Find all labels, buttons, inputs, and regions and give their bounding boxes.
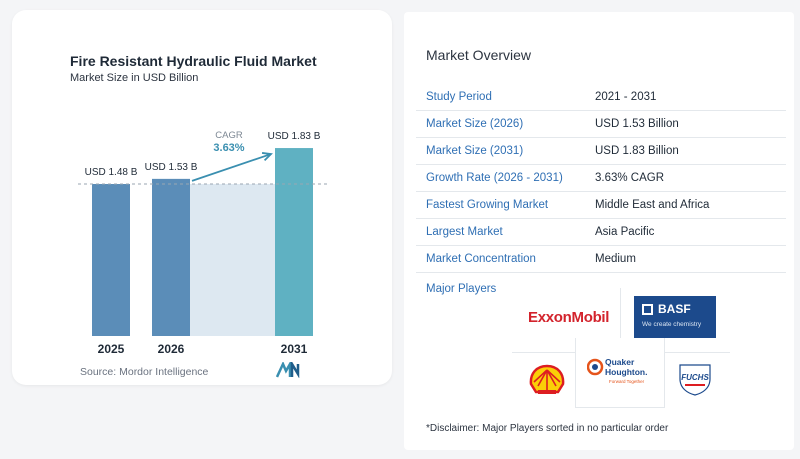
overview-row-growth-rate: Growth Rate (2026 - 2031) 3.63% CAGR: [416, 165, 786, 192]
chart-subtitle: Market Size in USD Billion: [70, 72, 199, 84]
overview-title: Market Overview: [426, 47, 532, 63]
quaker-line1: Quaker: [605, 357, 635, 367]
overview-value: USD 1.83 Billion: [595, 145, 679, 157]
overview-value: Asia Pacific: [595, 226, 655, 238]
basf-logo-tagline: We create chemistry: [642, 321, 702, 328]
x-tick-2025: 2025: [98, 342, 125, 356]
quaker-tagline: Forward Together: [609, 379, 645, 384]
fuchs-shield-icon: [679, 364, 711, 396]
overview-label: Market Size (2031): [426, 145, 524, 157]
overview-value: 2021 - 2031: [595, 91, 657, 103]
exxonmobil-logo: ExxonMobil: [528, 309, 610, 326]
basf-logo: BASF We create chemistry: [634, 296, 716, 338]
overview-value: 3.63% CAGR: [595, 172, 665, 184]
overview-row-fastest-growing: Fastest Growing Market Middle East and A…: [416, 192, 786, 219]
growth-band: [190, 184, 275, 336]
mordor-logo-icon: [276, 362, 300, 378]
basf-square-icon: [642, 304, 653, 315]
overview-row-size-2026: Market Size (2026) USD 1.53 Billion: [416, 111, 786, 138]
overview-row-study-period: Study Period 2021 - 2031: [416, 84, 786, 111]
bar-2031: [275, 148, 313, 336]
overview-row-largest-market: Largest Market Asia Pacific: [416, 219, 786, 246]
fuchs-logo-text: FUCHS: [681, 373, 709, 382]
cagr-arrow-line: [191, 153, 272, 182]
overview-value: USD 1.53 Billion: [595, 118, 679, 130]
cagr-arrow-head-icon: [261, 152, 273, 162]
quaker-dot-icon: [592, 364, 598, 370]
major-players-title: Major Players: [426, 283, 497, 295]
cagr-label: CAGR: [215, 130, 243, 141]
x-tick-2031: 2031: [281, 342, 308, 356]
quaker-line2: Houghton.: [605, 367, 647, 377]
bar-2026: [152, 178, 190, 336]
overview-label: Largest Market: [426, 226, 503, 238]
data-label-2025: USD 1.48 B: [85, 167, 138, 178]
players-divider: [620, 288, 621, 338]
overview-row-size-2031: Market Size (2031) USD 1.83 Billion: [416, 138, 786, 165]
overview-label: Market Size (2026): [426, 118, 524, 130]
x-tick-2026: 2026: [158, 342, 185, 356]
overview-row-concentration: Market Concentration Medium: [416, 246, 786, 273]
fuchs-logo: FUCHS: [679, 364, 711, 396]
bar-chart: USD 1.48 B 2025 USD 1.53 B 2026 USD 1.83 B 20…: [78, 130, 330, 356]
basf-logo-name: BASF: [658, 302, 691, 316]
overview-label: Fastest Growing Market: [426, 199, 549, 211]
overview-label: Study Period: [426, 91, 492, 103]
source-text: Source: Mordor Intelligence: [80, 366, 209, 378]
cagr-value: 3.63%: [213, 142, 244, 154]
shell-logo-icon: [529, 364, 565, 394]
overview-value: Middle East and Africa: [595, 199, 710, 211]
overview-value: Medium: [595, 253, 636, 265]
bar-2025: [92, 184, 130, 336]
chart-title: Fire Resistant Hydraulic Fluid Market: [70, 53, 317, 69]
disclaimer-text: *Disclaimer: Major Players sorted in no …: [426, 423, 669, 434]
data-label-2031: USD 1.83 B: [268, 131, 321, 142]
quaker-ring-icon: [587, 358, 604, 376]
fuchs-red-stripe-icon: [685, 384, 705, 386]
overview-label: Market Concentration: [426, 253, 536, 265]
data-label-2026: USD 1.53 B: [145, 162, 198, 173]
overview-label: Growth Rate (2026 - 2031): [426, 172, 563, 184]
quaker-houghton-logo: Quaker Houghton. Forward Together: [587, 357, 647, 384]
